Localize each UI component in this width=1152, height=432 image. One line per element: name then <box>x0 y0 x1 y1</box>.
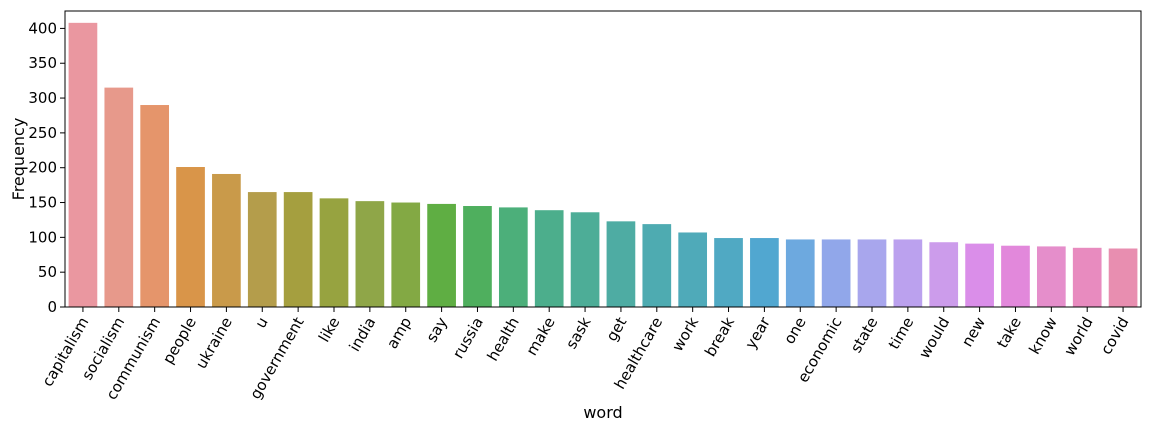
bars-group <box>68 22 1138 308</box>
x-tick-label: india <box>345 314 379 355</box>
x-tick-label: russia <box>449 314 487 362</box>
bar-get <box>606 221 636 307</box>
bar-know <box>1036 246 1066 307</box>
x-tick-label: amp <box>383 314 415 352</box>
bar-time <box>893 239 923 307</box>
y-tick-label: 100 <box>28 228 57 246</box>
bar-world <box>1072 247 1102 307</box>
x-tick-label: would <box>915 314 953 362</box>
y-tick-label: 200 <box>28 159 57 177</box>
bar-state <box>857 239 887 307</box>
bar-break <box>714 238 743 307</box>
x-tick-label: government <box>246 314 307 402</box>
bar-communism <box>140 105 170 307</box>
bar-like <box>319 198 349 307</box>
bar-u <box>247 192 277 307</box>
x-tick-label: break <box>701 314 738 360</box>
bar-covid <box>1108 248 1138 307</box>
x-tick-label: like <box>315 314 343 345</box>
x-tick-label: say <box>423 314 452 346</box>
bar-government <box>283 192 313 307</box>
x-axis-ticks: capitalismsocialismcommunismpeopleukrain… <box>38 307 1133 403</box>
y-tick-label: 400 <box>28 19 57 37</box>
bar-take <box>1001 245 1030 307</box>
x-tick-label: time <box>885 314 918 352</box>
bar-would <box>929 242 959 307</box>
x-axis-label: word <box>583 403 622 422</box>
bar-people <box>176 167 205 307</box>
bar-economic <box>821 239 851 307</box>
bar-year <box>750 238 779 307</box>
bar-new <box>965 243 994 307</box>
x-tick-label: sask <box>562 314 594 352</box>
x-tick-label: work <box>668 314 702 355</box>
y-tick-label: 50 <box>38 263 57 281</box>
x-tick-label: state <box>847 314 882 356</box>
x-tick-label: year <box>742 313 775 352</box>
bar-make <box>534 210 564 307</box>
bar-health <box>498 207 528 307</box>
x-tick-label: know <box>1025 314 1060 357</box>
x-tick-label: world <box>1060 314 1096 359</box>
bar-india <box>355 201 385 307</box>
x-tick-label: new <box>958 314 989 350</box>
y-tick-label: 250 <box>28 124 57 142</box>
y-tick-label: 150 <box>28 194 57 212</box>
bar-ukraine <box>212 173 241 307</box>
bar-russia <box>463 206 492 307</box>
bar-healthcare <box>642 224 672 307</box>
y-tick-label: 300 <box>28 89 57 107</box>
y-axis-label: Frequency <box>9 118 28 201</box>
bar-say <box>427 203 456 307</box>
bar-sask <box>570 212 600 307</box>
x-tick-label: u <box>251 314 271 331</box>
x-tick-label: make <box>522 314 558 359</box>
x-tick-label: one <box>780 314 810 347</box>
bar-one <box>785 239 815 307</box>
bar-capitalism <box>68 22 98 308</box>
y-axis-ticks: 0 50 100 150 200 250 300 350 400 <box>28 19 65 316</box>
x-tick-label: get <box>602 314 630 344</box>
x-tick-label: covid <box>1097 314 1133 358</box>
x-tick-label: take <box>993 314 1025 351</box>
plot-frame <box>64 10 1142 308</box>
bar-amp <box>391 202 421 307</box>
bar-work <box>678 232 708 307</box>
y-tick-label: 0 <box>47 298 57 316</box>
x-tick-label: health <box>483 314 522 364</box>
bar-socialism <box>104 87 134 308</box>
y-tick-label: 350 <box>28 54 57 72</box>
